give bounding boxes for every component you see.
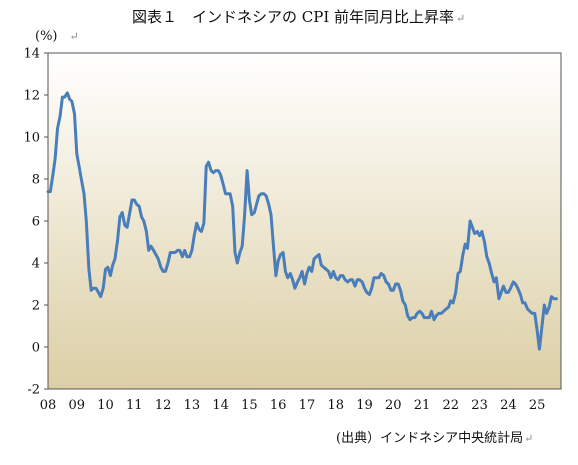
x-tick-label: 15	[241, 398, 258, 413]
y-tick-label: 8	[32, 173, 40, 188]
plot-area	[47, 52, 562, 390]
x-tick-label: 09	[68, 398, 85, 413]
x-tick-label: 17	[299, 398, 316, 413]
y-tick-label: 10	[23, 131, 40, 146]
source-note: (出典）インドネシア中央統計局↵	[336, 430, 533, 446]
x-tick-label: 18	[327, 398, 344, 413]
x-tick-label: 23	[471, 398, 488, 413]
y-tick-label: 14	[23, 47, 40, 62]
x-tick-label: 24	[500, 398, 517, 413]
cpi-yoy-series-line	[46, 91, 558, 351]
x-tick-label: 14	[212, 398, 229, 413]
y-tick-label: 6	[32, 215, 40, 230]
x-tick-label: 13	[184, 398, 201, 413]
y-unit-label: (%) ↵	[35, 29, 79, 44]
y-tick-label: -2	[27, 383, 40, 398]
x-tick-label: 11	[126, 398, 143, 413]
x-tick-label: 16	[270, 398, 287, 413]
x-tick-label: 25	[529, 398, 546, 413]
y-tick-label: 4	[32, 257, 40, 272]
y-tick-label: 12	[23, 89, 40, 104]
y-tick-label: 2	[32, 299, 40, 314]
x-tick-label: 19	[356, 398, 373, 413]
x-axis-ticks: 08 09 10 11 12 13 14 15 16 17 18 19 20 21 22 23 24 25	[40, 398, 546, 413]
x-tick-label: 22	[443, 398, 460, 413]
x-tick-label: 20	[385, 398, 402, 413]
y-tick-label: 0	[32, 341, 40, 356]
x-tick-label: 10	[97, 398, 114, 413]
y-axis-ticks: 14 12 10 8 6 4 2 0 -2	[23, 47, 48, 398]
x-tick-label: 21	[414, 398, 431, 413]
chart-title: 図表１ インドネシアの CPI 前年同月比上昇率 ↵	[132, 8, 465, 26]
x-tick-label: 12	[155, 398, 172, 413]
x-tick-label: 08	[40, 398, 57, 413]
